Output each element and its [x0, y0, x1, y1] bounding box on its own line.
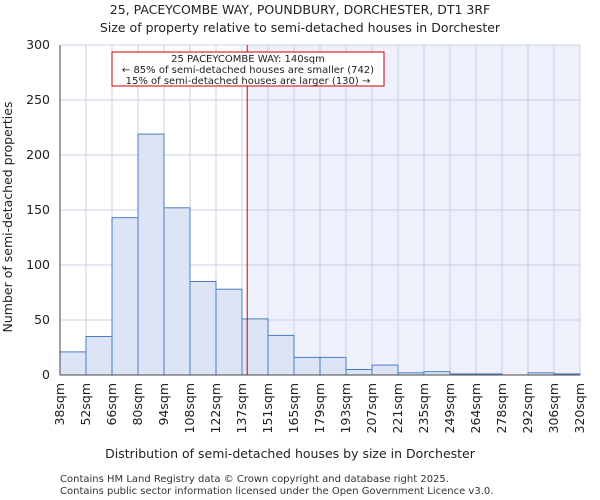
x-tick-label: 264sqm [468, 383, 483, 433]
histogram-bar [189, 281, 217, 376]
x-axis-label: Distribution of semi-detached houses by … [105, 446, 476, 461]
histogram-bar [163, 207, 191, 376]
x-tick-label: 320sqm [572, 383, 587, 433]
histogram-bar [319, 356, 347, 376]
x-tick-label: 179sqm [312, 383, 327, 433]
histogram-bar [267, 334, 295, 376]
x-tick-label: 108sqm [182, 383, 197, 433]
histogram-bar [85, 336, 113, 376]
x-tick-label: 66sqm [104, 383, 119, 426]
x-tick-label: 292sqm [520, 383, 535, 433]
x-tick-label: 207sqm [364, 383, 379, 433]
y-tick-label: 150 [26, 202, 50, 217]
y-tick-label: 100 [26, 257, 50, 272]
histogram-bar [293, 356, 321, 376]
x-tick-label: 38sqm [52, 383, 67, 426]
y-axis-label: Number of semi-detached properties [0, 102, 15, 333]
annotation-line-1: 25 PACEYCOMBE WAY: 140sqm [171, 54, 325, 65]
x-tick-label: 94sqm [156, 383, 171, 426]
histogram-bar [111, 217, 139, 376]
histogram-bar [371, 364, 399, 376]
annotation-box: 25 PACEYCOMBE WAY: 140sqm ← 85% of semi-… [111, 51, 385, 87]
x-tick-label: 249sqm [442, 383, 457, 433]
footer-line-2: Contains public sector information licen… [60, 486, 493, 497]
annotation-border [111, 51, 385, 87]
chart-subtitle: Size of property relative to semi-detach… [100, 20, 501, 35]
x-tick-label: 165sqm [286, 383, 301, 433]
histogram-bar [215, 288, 243, 376]
y-tick-label: 250 [26, 92, 50, 107]
y-tick-label: 200 [26, 147, 50, 162]
annotation-line-3: 15% of semi-detached houses are larger (… [126, 76, 371, 87]
chart-title: 25, PACEYCOMBE WAY, POUNDBURY, DORCHESTE… [110, 2, 491, 17]
x-tick-label: 221sqm [390, 383, 405, 433]
y-tick-label: 300 [26, 37, 50, 52]
x-tick-label: 52sqm [78, 383, 93, 426]
x-tick-label: 193sqm [338, 383, 353, 433]
histogram-bar [59, 351, 87, 376]
histogram-bar [241, 318, 269, 376]
y-tick-label: 0 [42, 367, 50, 382]
x-tick-label: 80sqm [130, 383, 145, 426]
annotation-line-2: ← 85% of semi-detached houses are smalle… [122, 65, 374, 76]
footer-line-1: Contains HM Land Registry data © Crown c… [60, 474, 449, 485]
x-tick-label: 137sqm [234, 383, 249, 433]
x-tick-label: 306sqm [546, 383, 561, 433]
x-tick-label: 235sqm [416, 383, 431, 433]
x-tick-label: 151sqm [260, 383, 275, 433]
x-tick-label: 278sqm [494, 383, 509, 433]
histogram-bar [345, 369, 373, 376]
x-tick-label: 122sqm [208, 383, 223, 433]
y-tick-label: 50 [34, 312, 50, 327]
histogram-bar [137, 133, 165, 376]
